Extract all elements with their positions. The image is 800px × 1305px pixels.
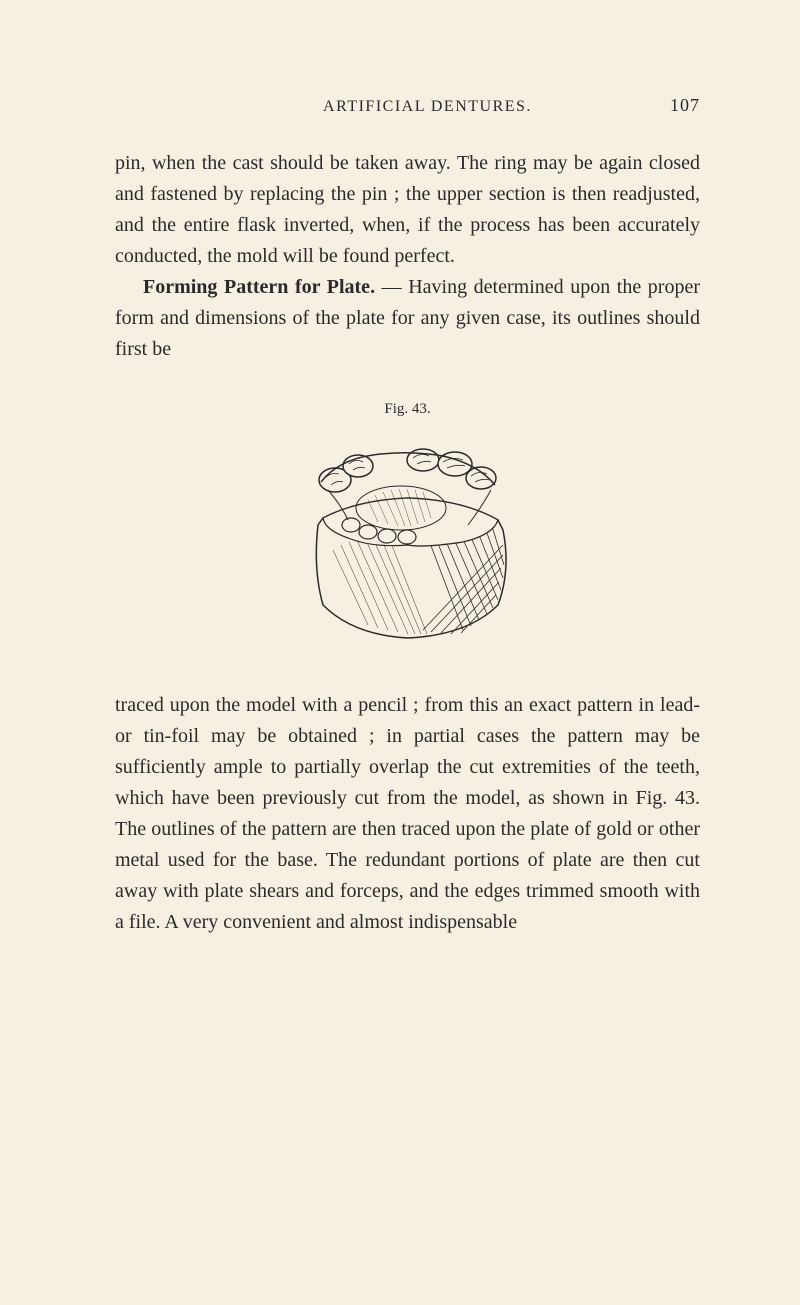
paragraph-2: Forming Pattern for Plate. — Having dete… bbox=[115, 272, 700, 365]
body-text-block-1: pin, when the cast should be taken away.… bbox=[115, 148, 700, 365]
figure-container bbox=[115, 430, 700, 650]
page-number: 107 bbox=[670, 95, 700, 116]
paragraph-1: pin, when the cast should be taken away.… bbox=[115, 148, 700, 272]
page-content: ARTIFICIAL DENTURES. 107 pin, when the c… bbox=[0, 0, 800, 998]
page-header: ARTIFICIAL DENTURES. 107 bbox=[115, 95, 700, 116]
body-text-block-2: traced upon the model with a pencil ; fr… bbox=[115, 690, 700, 938]
running-head: ARTIFICIAL DENTURES. bbox=[115, 98, 670, 116]
dental-cast-illustration bbox=[263, 430, 553, 650]
section-heading-inline: Forming Pattern for Plate. bbox=[143, 276, 375, 298]
figure-caption: Fig. 43. bbox=[115, 401, 700, 418]
paragraph-3: traced upon the model with a pencil ; fr… bbox=[115, 690, 700, 938]
